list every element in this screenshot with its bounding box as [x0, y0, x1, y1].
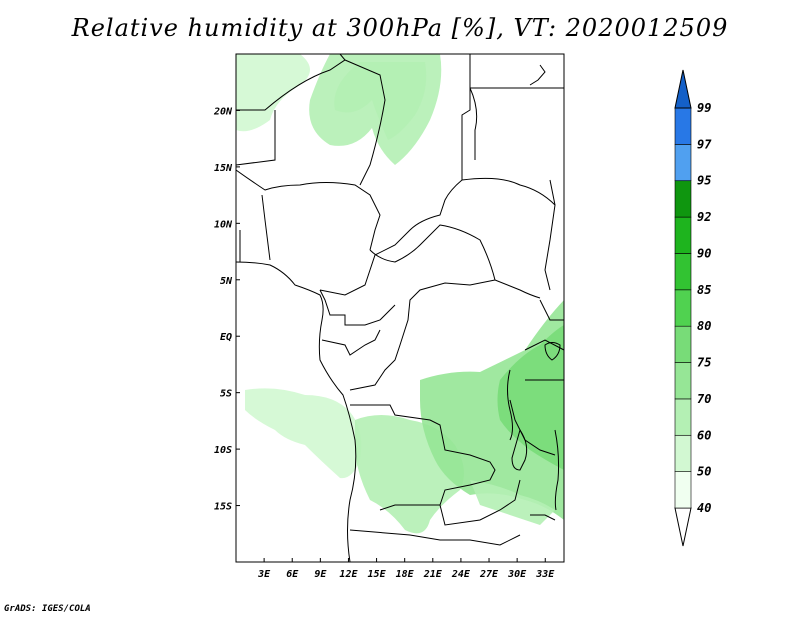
lon-tick-label: 27E — [479, 569, 499, 580]
colorbar-label: 80 — [697, 319, 711, 333]
lat-tick-label: 5N — [220, 276, 233, 287]
lon-tick-label: 18E — [396, 569, 415, 580]
lon-tick-label: 12E — [339, 569, 358, 580]
map-frame — [235, 53, 565, 563]
colorbar-label: 97 — [697, 137, 712, 151]
colorbar-segment — [674, 289, 692, 327]
map-title: Relative humidity at 300hPa [%], VT: 202… — [71, 14, 729, 42]
colorbar-segment — [674, 107, 692, 145]
colorbar-label: 60 — [697, 428, 711, 442]
colorbar-label: 90 — [697, 246, 711, 260]
colorbar-segment — [674, 253, 692, 291]
colorbar-segment — [674, 362, 692, 400]
colorbar-label: 95 — [697, 174, 711, 188]
lon-tick-label: 3E — [257, 569, 271, 580]
colorbar-below-arrow — [674, 507, 692, 547]
lon-tick-label: 15E — [368, 569, 387, 580]
lat-tick-label: 10N — [214, 219, 233, 230]
humidity-region-angola-coast — [245, 388, 362, 479]
lat-tick-label: 15S — [214, 502, 232, 513]
lat-tick-label: 15N — [214, 163, 233, 174]
colorbar-label: 70 — [697, 392, 711, 406]
colorbar-above-arrow — [674, 69, 692, 109]
humidity-region-northwest-sahara — [236, 54, 310, 132]
humidity-region-sahel-plume-inner — [334, 62, 427, 140]
colorbar-segment — [674, 471, 692, 509]
colorbar-label: 40 — [697, 501, 711, 515]
lat-tick-label: 20N — [213, 106, 233, 117]
lon-tick-label: 6E — [286, 569, 299, 580]
lat-tick-label: 5S — [220, 389, 232, 400]
humidity-region-central-south-south — [470, 480, 555, 525]
lat-tick-label: EQ — [220, 332, 232, 343]
lon-tick-label: 33E — [535, 569, 555, 580]
colorbar-segment — [674, 434, 692, 472]
grads-credit: GrADS: IGES/COLA — [4, 604, 91, 614]
lon-tick-label: 9E — [314, 569, 327, 580]
latitude-ticks: 20N 15N 10N 5N EQ 5S 10S 15S — [213, 106, 240, 513]
colorbar-label: 75 — [697, 356, 711, 370]
colorbar: 40 50 60 70 75 80 85 90 92 95 97 99 — [674, 69, 712, 547]
colorbar-segment — [674, 398, 692, 436]
colorbar-segment — [674, 325, 692, 363]
colorbar-label: 50 — [697, 465, 711, 479]
colorbar-label: 92 — [697, 210, 711, 224]
longitude-ticks: 3E 6E 9E 12E 15E 18E 21E 24E 27E 30E 33E — [257, 558, 555, 580]
lat-tick-label: 10S — [214, 445, 232, 456]
colorbar-segment — [674, 144, 692, 182]
lon-tick-label: 30E — [507, 569, 527, 580]
colorbar-label: 99 — [697, 101, 711, 115]
lon-tick-label: 24E — [451, 569, 471, 580]
humidity-region-lake-region-core — [497, 325, 564, 470]
lon-tick-label: 21E — [423, 569, 443, 580]
humidity-shading — [236, 54, 564, 534]
country-borders — [236, 54, 564, 562]
colorbar-segment — [674, 180, 692, 218]
colorbar-label: 85 — [697, 283, 711, 297]
colorbar-segment — [674, 216, 692, 254]
